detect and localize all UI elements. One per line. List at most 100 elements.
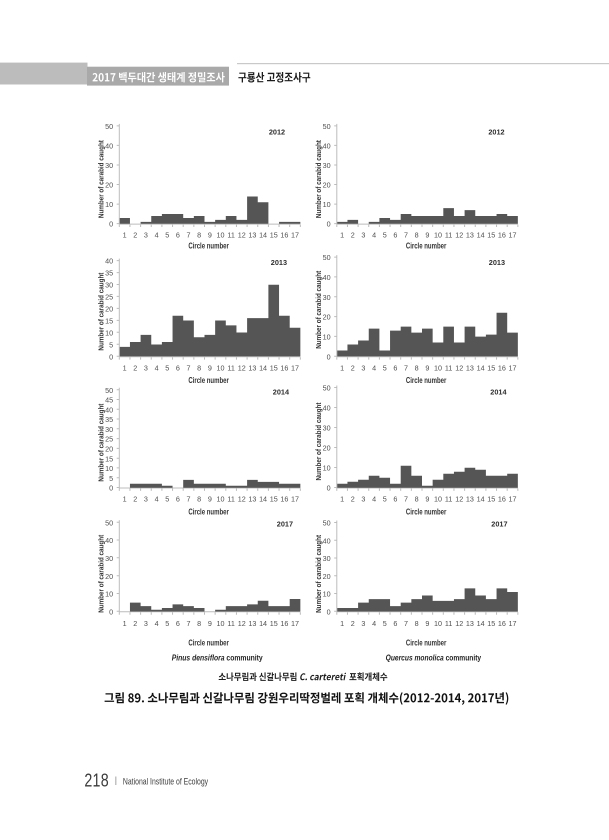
svg-text:11: 11 bbox=[227, 495, 234, 504]
svg-text:12: 12 bbox=[238, 495, 246, 504]
svg-text:4: 4 bbox=[155, 619, 159, 628]
svg-text:11: 11 bbox=[445, 495, 452, 504]
svg-text:1: 1 bbox=[340, 495, 344, 504]
svg-text:1: 1 bbox=[123, 230, 127, 239]
svg-text:0: 0 bbox=[327, 484, 331, 493]
svg-text:Circle number: Circle number bbox=[406, 375, 447, 385]
svg-text:35: 35 bbox=[105, 415, 113, 424]
svg-text:7: 7 bbox=[404, 363, 408, 372]
svg-text:7: 7 bbox=[187, 363, 191, 372]
svg-text:14: 14 bbox=[477, 230, 485, 239]
svg-text:40: 40 bbox=[105, 536, 113, 545]
svg-text:3: 3 bbox=[144, 230, 148, 239]
svg-text:9: 9 bbox=[425, 230, 429, 239]
svg-text:20: 20 bbox=[105, 445, 113, 454]
svg-text:50: 50 bbox=[323, 384, 331, 393]
svg-text:9: 9 bbox=[208, 230, 212, 239]
svg-text:14: 14 bbox=[259, 363, 267, 372]
svg-text:9: 9 bbox=[208, 619, 212, 628]
svg-text:11: 11 bbox=[227, 363, 234, 372]
svg-text:15: 15 bbox=[270, 619, 278, 628]
svg-text:13: 13 bbox=[466, 230, 474, 239]
svg-text:40: 40 bbox=[105, 142, 113, 151]
svg-text:Number of carabid caught: Number of carabid caught bbox=[314, 402, 323, 481]
svg-text:50: 50 bbox=[323, 253, 331, 262]
svg-text:40: 40 bbox=[323, 142, 331, 151]
svg-text:Quercus monolica community: Quercus monolica community bbox=[386, 653, 482, 662]
svg-text:17: 17 bbox=[509, 363, 517, 372]
svg-text:5: 5 bbox=[165, 619, 169, 628]
svg-text:25: 25 bbox=[105, 435, 113, 444]
svg-text:6: 6 bbox=[176, 363, 180, 372]
svg-text:8: 8 bbox=[197, 363, 201, 372]
svg-text:2017: 2017 bbox=[277, 519, 293, 528]
svg-text:15: 15 bbox=[270, 363, 278, 372]
svg-text:30: 30 bbox=[323, 424, 331, 433]
svg-text:1: 1 bbox=[340, 619, 344, 628]
svg-text:11: 11 bbox=[445, 363, 452, 372]
svg-text:11: 11 bbox=[445, 230, 452, 239]
svg-text:11: 11 bbox=[445, 619, 452, 628]
svg-text:6: 6 bbox=[393, 230, 397, 239]
svg-text:5: 5 bbox=[165, 495, 169, 504]
svg-text:2012: 2012 bbox=[488, 127, 504, 136]
svg-text:218: 218 bbox=[84, 771, 108, 791]
svg-text:8: 8 bbox=[415, 230, 419, 239]
svg-text:3: 3 bbox=[361, 619, 365, 628]
svg-text:Pinus densiflora community: Pinus densiflora community bbox=[172, 653, 264, 662]
svg-text:17: 17 bbox=[291, 495, 299, 504]
svg-text:7: 7 bbox=[404, 619, 408, 628]
svg-text:2: 2 bbox=[351, 363, 355, 372]
svg-text:15: 15 bbox=[487, 363, 495, 372]
svg-text:6: 6 bbox=[176, 495, 180, 504]
svg-text:20: 20 bbox=[323, 181, 331, 190]
svg-text:Circle number: Circle number bbox=[188, 506, 229, 516]
svg-text:3: 3 bbox=[144, 363, 148, 372]
svg-text:16: 16 bbox=[498, 495, 506, 504]
svg-text:8: 8 bbox=[415, 495, 419, 504]
svg-text:20: 20 bbox=[323, 313, 331, 322]
svg-text:Circle number: Circle number bbox=[188, 240, 229, 250]
svg-text:10: 10 bbox=[323, 200, 331, 209]
svg-text:8: 8 bbox=[415, 363, 419, 372]
svg-text:50: 50 bbox=[105, 518, 113, 527]
svg-text:9: 9 bbox=[208, 363, 212, 372]
svg-text:30: 30 bbox=[105, 554, 113, 563]
svg-text:10: 10 bbox=[216, 363, 224, 372]
svg-text:8: 8 bbox=[197, 230, 201, 239]
svg-text:50: 50 bbox=[105, 122, 113, 131]
svg-text:2014: 2014 bbox=[490, 388, 507, 397]
svg-text:0: 0 bbox=[109, 220, 113, 229]
svg-text:2014: 2014 bbox=[273, 388, 290, 397]
svg-text:20: 20 bbox=[323, 444, 331, 453]
svg-text:13: 13 bbox=[248, 619, 256, 628]
svg-text:17: 17 bbox=[291, 363, 299, 372]
svg-text:1: 1 bbox=[123, 619, 127, 628]
svg-text:12: 12 bbox=[455, 619, 463, 628]
svg-text:17: 17 bbox=[291, 619, 299, 628]
svg-text:14: 14 bbox=[259, 230, 267, 239]
svg-text:16: 16 bbox=[498, 363, 506, 372]
svg-text:14: 14 bbox=[259, 619, 267, 628]
svg-text:15: 15 bbox=[487, 495, 495, 504]
svg-text:40: 40 bbox=[323, 404, 331, 413]
svg-text:4: 4 bbox=[155, 495, 159, 504]
svg-text:0: 0 bbox=[327, 607, 331, 616]
svg-text:7: 7 bbox=[187, 619, 191, 628]
svg-text:3: 3 bbox=[144, 619, 148, 628]
svg-text:12: 12 bbox=[455, 495, 463, 504]
svg-text:35: 35 bbox=[105, 269, 113, 278]
svg-text:5: 5 bbox=[109, 474, 113, 483]
svg-text:9: 9 bbox=[208, 495, 212, 504]
svg-text:Circle number: Circle number bbox=[406, 506, 447, 516]
svg-text:1: 1 bbox=[340, 363, 344, 372]
svg-text:3: 3 bbox=[361, 363, 365, 372]
svg-text:7: 7 bbox=[404, 230, 408, 239]
svg-text:12: 12 bbox=[455, 230, 463, 239]
svg-text:16: 16 bbox=[280, 363, 288, 372]
svg-text:7: 7 bbox=[187, 230, 191, 239]
svg-text:9: 9 bbox=[425, 495, 429, 504]
svg-text:10: 10 bbox=[434, 230, 442, 239]
svg-text:15: 15 bbox=[105, 454, 113, 463]
svg-text:2: 2 bbox=[351, 619, 355, 628]
